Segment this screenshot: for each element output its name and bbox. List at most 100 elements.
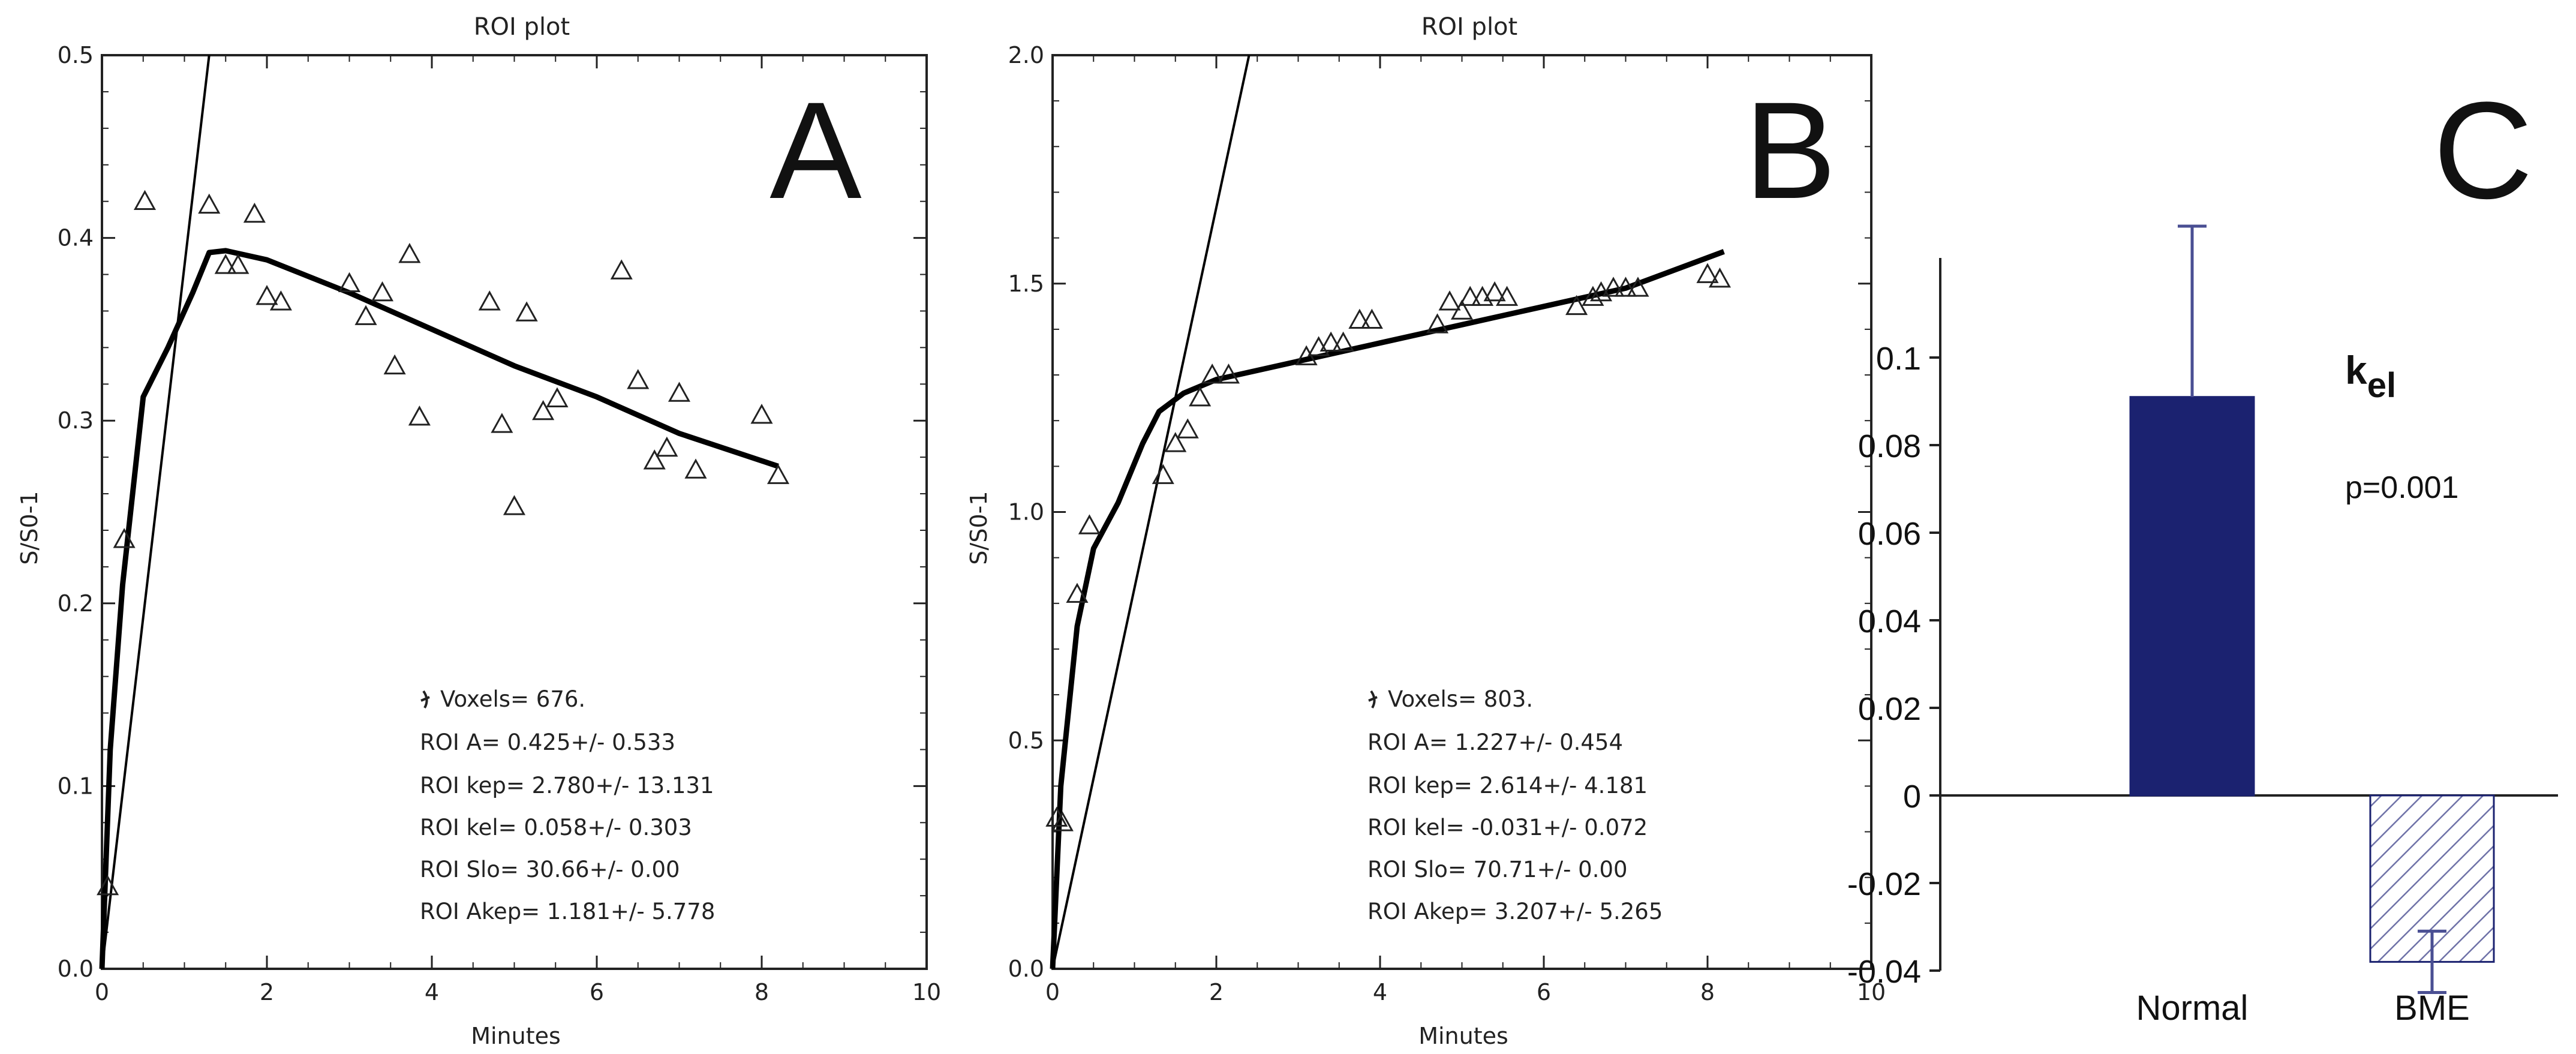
panel-b-data-point: [1066, 582, 1089, 603]
panel-c-y-tick-label: 0.08: [1858, 428, 1921, 464]
panel-a-fit-curve: [99, 248, 779, 969]
panel-b-x-tick-label: 4: [1373, 979, 1387, 1005]
panel-a-y-tick-label: 0.0: [58, 956, 94, 982]
panel-a-annotation-kel: ROI kel= 0.058+/- 0.303: [420, 815, 692, 840]
panel-b-data-point: [1627, 277, 1649, 297]
panel-b-x-ticks: 0 2 4 6 8 10: [1045, 55, 1886, 1005]
panel-a-data-point: [546, 387, 569, 407]
panel-b-points: [1045, 263, 1732, 831]
panel-b-data-point: [1450, 299, 1474, 320]
panel-a-data-point: [269, 290, 292, 311]
panel-b-x-tick-label: 10: [1857, 979, 1886, 1005]
panel-c-letter: C: [2433, 73, 2533, 227]
panel-b-data-point: [1201, 363, 1224, 384]
panel-b-annotation-kel: ROI kel= -0.031+/- 0.072: [1367, 815, 1648, 840]
panel-b-y-tick-label: 2.0: [1008, 42, 1044, 68]
panel-a-voxels-symbol: [420, 690, 430, 708]
panel-a-data-point: [668, 382, 691, 402]
panel-a-data-point: [214, 254, 237, 274]
panel-a-data-point: [767, 464, 790, 484]
panel-a-y-tick-label: 0.3: [58, 407, 94, 434]
panel-b-y-axis-label: S/S0-1: [966, 491, 992, 564]
panel-b-y-ticks: 0.0 0.5 1.0 1.5 2.0: [1008, 42, 1871, 982]
panel-b-data-point: [1152, 464, 1174, 484]
panel-b-annotations: Voxels= 803. ROI A= 1.227+/- 0.454 ROI k…: [1367, 686, 1663, 924]
panel-a-letter: A: [770, 73, 861, 227]
panel-b-initial-slope-line: [1051, 55, 1251, 969]
panel-a-x-axis-label: Minutes: [471, 1023, 561, 1049]
panel-a-y-tick-label: 0.1: [58, 773, 94, 799]
panel-b-annotation-kep: ROI kep= 2.614+/- 4.181: [1367, 773, 1648, 798]
panel-b-annotation-a: ROI A= 1.227+/- 0.454: [1367, 729, 1623, 755]
panel-b-data-point: [1319, 331, 1342, 352]
panel-b-data-point: [1360, 308, 1383, 329]
panel-b-data-point: [1217, 363, 1240, 384]
panel-c-y-tick-label: 0.06: [1858, 516, 1921, 552]
panel-c-kel-sub: el: [2367, 366, 2396, 405]
panel-c-bar-normal: [2129, 396, 2255, 797]
panel-b-data-point: [1602, 277, 1625, 297]
panel-a: ROI plot A Minutes S/S0-1 0 2 4 6 8 10 0.0 0.1…: [16, 13, 941, 1049]
panel-a-x-tick-label: 8: [755, 979, 769, 1005]
panel-a-annotations: Voxels= 676. ROI A= 0.425+/- 0.533 ROI k…: [420, 686, 715, 924]
panel-b-data-point: [1565, 295, 1588, 316]
panel-c-bars: [2129, 396, 2495, 963]
panel-b-lines: [1050, 55, 1725, 969]
panel-a-data-point: [503, 495, 526, 515]
panel-b-x-tick-label: 6: [1537, 979, 1551, 1005]
panel-b-data-point: [1045, 806, 1068, 827]
panel-b-annotation-voxels: Voxels= 803.: [1388, 686, 1533, 712]
panel-c-error-bars: [2178, 224, 2446, 994]
panel-a-y-tick-label: 0.4: [58, 225, 94, 251]
panel-b-x-tick-label: 2: [1209, 979, 1224, 1005]
panel-a-data-point: [113, 528, 136, 548]
panel-a-annotation-voxels: Voxels= 676.: [440, 686, 585, 712]
panel-a-data-point: [243, 202, 266, 223]
panel-a-data-point: [354, 305, 377, 325]
panel-a-data-point: [627, 369, 650, 389]
panel-b-data-point: [1483, 281, 1506, 302]
panel-b-annotation-akep: ROI Akep= 3.207+/- 5.265: [1367, 899, 1663, 924]
panel-a-data-point: [227, 254, 250, 274]
panel-a-data-point: [256, 284, 278, 305]
panel-a-x-tick-label: 10: [912, 979, 941, 1005]
panel-a-data-point: [338, 272, 361, 293]
panel-c-y-tick-label: -0.02: [1847, 866, 1921, 902]
panel-a-data-point: [133, 190, 157, 210]
panel-c-y-ticks: 0.1 0.08 0.06 0.04 0.02 0 -0.02 -0.04: [1847, 341, 1940, 990]
panel-c-y-tick-label: 0: [1903, 779, 1921, 815]
panel-b-voxels-symbol: [1368, 690, 1378, 708]
panel-a-y-tick-label: 0.2: [58, 590, 94, 617]
panel-c-y-tick-label: 0.04: [1858, 603, 1921, 639]
panel-c-category-labels: Normal BME: [2136, 989, 2470, 1028]
panel-a-data-point: [383, 354, 406, 375]
panel-b: ROI plot B Minutes S/S0-1 0 2 4 6 8 10 0.0 0.5…: [966, 13, 1886, 1049]
panel-a-data-point: [408, 406, 431, 426]
panel-a-data-point: [656, 436, 678, 457]
panel-b-x-tick-label: 8: [1700, 979, 1715, 1005]
panel-b-annotation-slo: ROI Slo= 70.71+/- 0.00: [1367, 857, 1628, 882]
panel-c-y-tick-label: 0.02: [1858, 691, 1921, 727]
panel-c-kel-main: k: [2345, 348, 2367, 392]
panel-a-x-tick-label: 2: [260, 979, 274, 1005]
panel-b-data-point: [1189, 386, 1212, 407]
panel-b-data-point: [1426, 313, 1449, 334]
panel-b-data-point: [1332, 331, 1355, 352]
panel-a-data-point: [684, 458, 707, 479]
panel-a-points: [97, 190, 790, 896]
panel-b-data-point: [1348, 308, 1371, 329]
panel-b-data-point: [1459, 286, 1481, 306]
panel-a-data-point: [97, 875, 119, 896]
panel-a-y-axis-label: S/S0-1: [16, 491, 43, 564]
panel-a-data-point: [750, 403, 773, 424]
panel-b-data-point: [1164, 432, 1187, 452]
panel-a-x-tick-label: 4: [425, 979, 439, 1005]
panel-a-lines: [99, 55, 779, 969]
panel-a-x-ticks: 0 2 4 6 8 10: [95, 55, 941, 1005]
panel-a-x-tick-label: 6: [590, 979, 604, 1005]
panel-a-data-point: [371, 281, 394, 302]
panel-a-data-point: [610, 259, 633, 280]
panel-c-category-label: Normal: [2136, 989, 2249, 1028]
panel-a-initial-slope-line: [101, 55, 211, 969]
panel-a-annotation-a: ROI A= 0.425+/- 0.533: [420, 729, 675, 755]
